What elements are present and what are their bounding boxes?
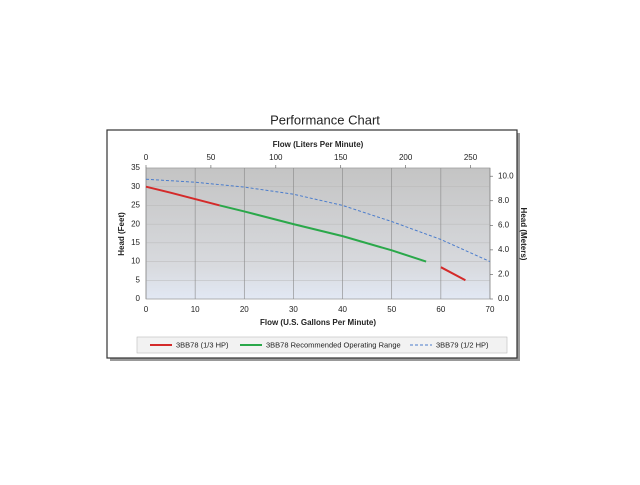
series-line	[219, 204, 427, 263]
y-tick-label: 0	[136, 294, 141, 303]
y-tick-label: 10	[131, 257, 140, 266]
y2-tick-label: 6.0	[498, 220, 510, 229]
x-tick-label: 0	[144, 305, 149, 314]
legend-label: 3BB78 Recommended Operating Range	[266, 340, 401, 349]
legend-label: 3BB79 (1/2 HP)	[436, 340, 489, 349]
y-tick-label: 15	[131, 238, 140, 247]
y-tick-label: 30	[131, 182, 140, 191]
x2-tick-label: 150	[334, 153, 348, 162]
plot-area	[145, 167, 491, 300]
x2-tick-label: 50	[206, 153, 215, 162]
y2-axis-label: Head (Meters)	[519, 208, 528, 261]
x2-tick-label: 0	[144, 153, 149, 162]
y2-tick-label: 8.0	[498, 196, 510, 205]
x2-tick-label: 100	[269, 153, 283, 162]
x-tick-label: 10	[191, 305, 200, 314]
y2-tick-label: 2.0	[498, 270, 510, 279]
y-tick-label: 25	[131, 201, 140, 210]
x2-axis-label: Flow (Liters Per Minute)	[273, 140, 364, 149]
x-tick-label: 60	[436, 305, 445, 314]
y-axis-label: Head (Feet)	[117, 212, 126, 256]
x-tick-label: 30	[289, 305, 298, 314]
chart-title: Performance Chart	[270, 112, 380, 127]
y2-tick-label: 0.0	[498, 294, 510, 303]
x-tick-label: 40	[338, 305, 347, 314]
y-tick-label: 35	[131, 163, 140, 172]
series-line	[145, 185, 466, 282]
y-tick-label: 5	[136, 275, 141, 284]
series-line	[145, 178, 491, 263]
x-axis-label: Flow (U.S. Gallons Per Minute)	[260, 318, 376, 327]
x-tick-label: 20	[240, 305, 249, 314]
y2-tick-label: 4.0	[498, 245, 510, 254]
y2-tick-label: 10.0	[498, 171, 514, 180]
x-tick-label: 50	[387, 305, 396, 314]
y-tick-label: 20	[131, 219, 140, 228]
x2-tick-label: 200	[399, 153, 413, 162]
x-tick-label: 70	[486, 305, 495, 314]
legend	[136, 336, 508, 354]
legend-label: 3BB78 (1/3 HP)	[176, 340, 229, 349]
x2-tick-label: 250	[464, 153, 478, 162]
